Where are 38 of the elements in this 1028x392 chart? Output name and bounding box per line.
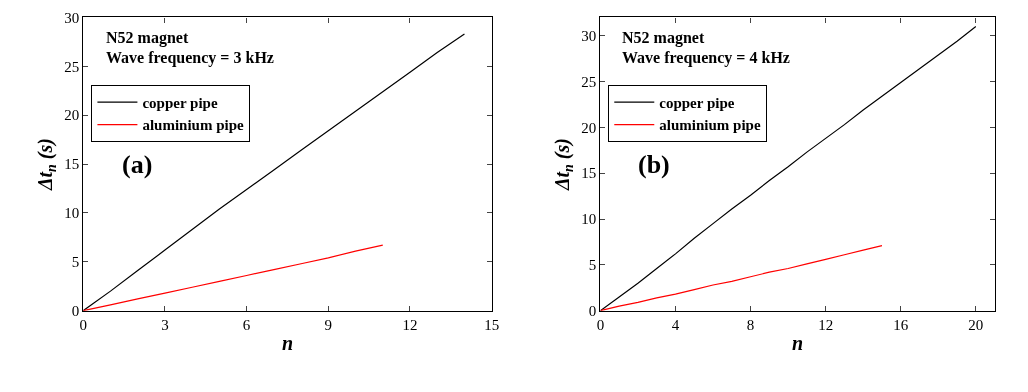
y-tick-label: 10 [64,205,80,222]
legend-label: aluminium pipe [659,117,761,134]
y-tick-label: 20 [64,107,80,124]
legend-label: aluminium pipe [142,117,245,134]
y-tick-label: 25 [581,73,597,90]
y-tick-label: 0 [71,302,80,319]
annotation: (b) [638,150,670,179]
y-tick-label: 30 [581,27,597,44]
x-tick-label: 8 [746,316,755,333]
y-tick-label: 0 [588,302,597,319]
y-tick-label: 15 [581,165,597,182]
legend-label: copper pipe [142,94,218,111]
y-tick-label: 15 [64,156,80,173]
x-axis-title: n [281,332,294,355]
x-tick-label: 6 [242,316,251,333]
x-tick-label: 15 [484,316,500,333]
annotation: Wave frequency = 4 kHz [622,49,790,67]
x-tick-label: 12 [402,316,418,333]
legend-label: copper pipe [659,94,735,111]
y-tick-label: 5 [71,254,80,271]
y-tick-label: 30 [64,9,80,26]
annotation: N52 magnet [106,29,189,47]
y-tick-label: 5 [588,257,597,274]
annotation: (a) [122,150,153,179]
x-axis-title: n [791,332,804,355]
x-tick-label: 12 [818,316,834,333]
y-tick-label: 20 [581,119,597,136]
annotation: N52 magnet [622,29,705,47]
y-tick-label: 25 [64,58,80,75]
x-tick-label: 3 [161,316,169,333]
x-tick-label: 20 [968,316,984,333]
x-tick-label: 9 [324,316,333,333]
line-series [600,245,883,311]
annotation: Wave frequency = 3 kHz [106,49,274,67]
line-series [83,244,384,311]
y-tick-label: 10 [581,211,597,228]
x-tick-label: 16 [893,316,909,333]
x-tick-label: 4 [671,316,680,333]
